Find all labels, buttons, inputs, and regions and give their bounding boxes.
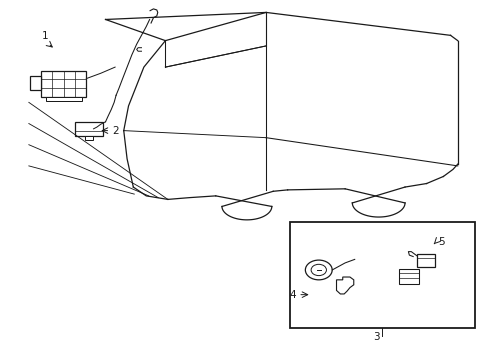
Bar bbox=[399, 269, 419, 284]
Bar bbox=[41, 71, 86, 97]
Text: 1: 1 bbox=[42, 31, 49, 41]
Bar bbox=[416, 254, 434, 267]
Bar bbox=[75, 122, 102, 136]
Bar bbox=[289, 222, 473, 328]
Bar bbox=[85, 136, 92, 140]
Bar bbox=[30, 76, 41, 90]
Text: 3: 3 bbox=[372, 332, 379, 342]
Text: 5: 5 bbox=[438, 237, 444, 247]
Bar bbox=[45, 97, 81, 101]
Text: 2: 2 bbox=[112, 126, 119, 136]
Text: 4: 4 bbox=[288, 290, 295, 300]
